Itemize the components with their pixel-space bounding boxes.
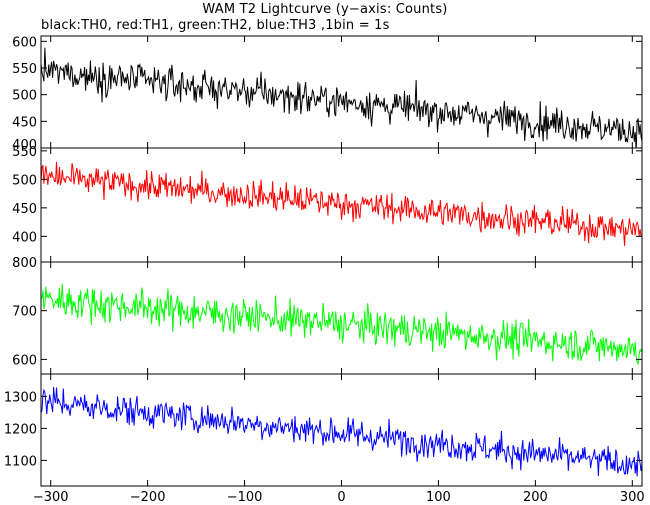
panel-frame-1 [40, 147, 643, 263]
series-line-3 [41, 386, 642, 477]
x-tick-label: 300 [620, 490, 645, 505]
y-tick-label: 500 [12, 89, 37, 104]
y-tick-label: 500 [12, 173, 37, 188]
panel-3: 1100 1200 1300 [4, 373, 643, 487]
x-tick-label: 200 [523, 490, 548, 505]
panel-0: 400 450 500 550 600 [12, 35, 643, 153]
panel-1: 400 450 500 550 [12, 145, 643, 263]
y-tick-label: 700 [12, 305, 37, 320]
series-line-1 [41, 161, 642, 246]
y-tick-label: 450 [12, 115, 37, 130]
chart-title: WAM T2 Lightcurve (y−axis: Counts) [202, 2, 448, 17]
x-tick-label: −200 [130, 490, 166, 505]
panel-frame-3 [40, 373, 643, 487]
y-tick-label: 550 [12, 145, 37, 160]
y-tick-label: 450 [12, 202, 37, 217]
panel-frame-0 [40, 35, 643, 149]
y-tick-label: 800 [12, 256, 37, 271]
y-tick-label: 600 [12, 35, 37, 50]
y-tick-label: 1300 [4, 390, 37, 405]
x-tick-label: 0 [337, 490, 345, 505]
y-tick-label: 400 [12, 230, 37, 245]
y-tick-label: 1200 [4, 422, 37, 437]
y-tick-label: 1100 [4, 454, 37, 469]
x-tick-label: 100 [426, 490, 451, 505]
series-line-0 [41, 47, 642, 148]
y-tick-label: 600 [12, 353, 37, 368]
chart-subtitle: black:TH0, red:TH1, green:TH2, blue:TH3 … [41, 18, 390, 33]
panel-frame-2 [40, 261, 643, 375]
panel-2: 600 700 800 [12, 256, 643, 375]
x-tick-label: −300 [33, 490, 69, 505]
y-tick-label: 400 [12, 138, 37, 153]
y-tick-label: 550 [12, 62, 37, 77]
series-line-2 [41, 284, 642, 366]
x-tick-label: −100 [227, 490, 263, 505]
